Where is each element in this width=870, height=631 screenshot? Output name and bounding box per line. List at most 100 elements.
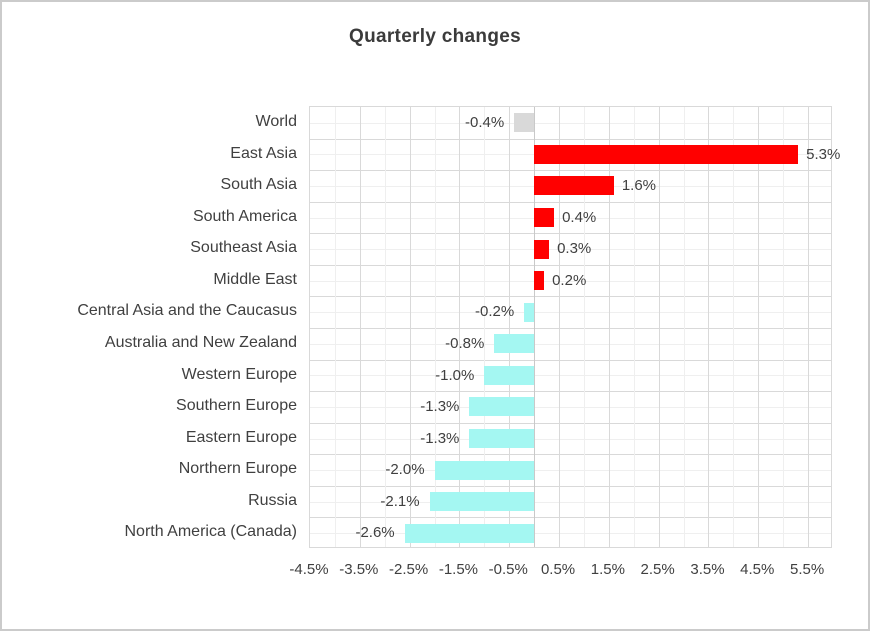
gridline-horizontal-minor [310,280,831,282]
gridline-horizontal-major [310,517,831,519]
bar-australia-and-new-zealand [494,334,535,354]
axis-zero-line [534,107,535,547]
data-label: -2.0% [385,461,425,479]
gridline-horizontal-major [310,422,831,424]
data-label: -2.6% [355,524,395,542]
bar-world [514,113,535,133]
bar-northern-europe [434,460,535,480]
gridline-horizontal-minor [310,438,831,440]
data-label: 1.6% [621,177,657,195]
gridline-vertical-minor [684,107,685,547]
gridline-vertical-major [559,107,560,547]
gridline-horizontal-minor [310,470,831,472]
gridline-vertical-minor [435,107,436,547]
data-label: 0.2% [552,271,587,289]
category-label: Middle East [213,270,297,288]
bar-southeast-asia [534,239,550,259]
data-label: -1.3% [420,398,460,416]
plot-area: -0.4% 5.3% 1.6% 0.4% 0.3% 0.2% -0.2% -0.8% -1.0%… [309,106,840,548]
x-tick-label: -1.5% [438,561,479,578]
gridline-horizontal-minor [310,375,831,377]
gridline-horizontal-major [310,391,831,393]
data-label: -1.3% [420,429,460,447]
category-label: Russia [248,491,297,509]
x-tick-label: 5.5% [789,561,825,578]
category-label: Southern Europe [176,397,297,415]
gridline-horizontal-major [310,170,831,172]
gridline-horizontal-major [310,296,831,298]
category-label: Central Asia and the Caucasus [77,302,297,320]
gridline-horizontal-minor [310,122,831,124]
gridline-vertical-major [360,107,361,547]
gridline-vertical-major [459,107,460,547]
gridline-vertical-minor [733,107,734,547]
gridline-horizontal-major [310,454,831,456]
x-tick-label: -0.5% [488,561,528,578]
gridline-horizontal-minor [310,533,831,535]
gridline-horizontal-minor [310,343,831,345]
gridline-vertical-major [410,107,411,547]
bar-south-asia [534,176,614,196]
bar-middle-east [534,271,545,291]
gridline-horizontal-minor [310,312,831,314]
data-label: -0.4% [465,114,505,131]
chart-title: Quarterly changes [349,26,521,47]
gridline-horizontal-major [310,359,831,361]
gridline-vertical-major [808,107,809,547]
category-label: World [255,113,298,130]
bar-north-america-canada- [404,523,535,543]
category-label: Northern Europe [178,460,297,478]
gridline-vertical-major [659,107,660,547]
category-label: Western Europe [181,365,297,383]
gridline-horizontal-major [310,201,831,203]
category-label: East Asia [230,144,297,162]
gridline-vertical-major [708,107,709,547]
gridline-vertical-major [609,107,610,547]
data-label: -2.1% [380,492,420,510]
gridline-horizontal-major [310,328,831,329]
bar-central-asia-and-the-caucasus [524,302,535,322]
gridline-vertical-major [758,107,759,547]
category-label: Australia and New Zealand [104,334,297,351]
x-tick-label: 4.5% [740,561,775,578]
data-label: -0.8% [445,335,485,352]
gridline-horizontal-major [310,264,831,266]
x-tick-label: -4.5% [289,561,329,578]
gridline-horizontal-major [310,138,831,140]
gridline-horizontal-major [310,485,831,487]
bar-south-america [534,208,555,227]
gridline-horizontal-minor [310,217,831,219]
category-label: North America (Canada) [124,523,297,541]
category-label: Eastern Europe [185,428,297,446]
x-tick-label: -3.5% [339,561,379,578]
bar-eastern-europe [469,429,535,448]
gridline-vertical-minor [385,107,386,547]
gridline-vertical-minor [584,107,585,547]
bar-east-asia [534,144,799,164]
gridline-vertical-minor [783,107,784,547]
gridline-horizontal-minor [310,406,831,408]
gridline-horizontal-major [310,233,831,235]
x-tick-label: 2.5% [640,561,675,578]
x-tick-label: -2.5% [389,561,429,578]
gridline-horizontal-minor [310,501,831,503]
x-tick-label: 3.5% [690,561,725,578]
x-tick-label: 0.5% [540,561,576,578]
data-label: -1.0% [435,366,475,384]
data-label: 0.3% [557,240,592,258]
data-label: 5.3% [806,145,841,163]
x-tick-label: 1.5% [590,561,625,578]
gridline-vertical-minor [634,107,635,547]
gridline-vertical-minor [484,107,485,547]
category-label: South America [192,207,297,225]
bar-southern-europe [469,397,535,417]
category-label: Southeast Asia [190,239,297,257]
gridline-vertical-minor [335,107,336,547]
bar-russia [429,492,535,512]
gridline-horizontal-minor [310,249,831,251]
gridline-vertical-major [509,107,510,547]
bar-western-europe [484,365,535,385]
data-label: 0.4% [562,208,597,226]
category-label: South Asia [220,176,298,194]
